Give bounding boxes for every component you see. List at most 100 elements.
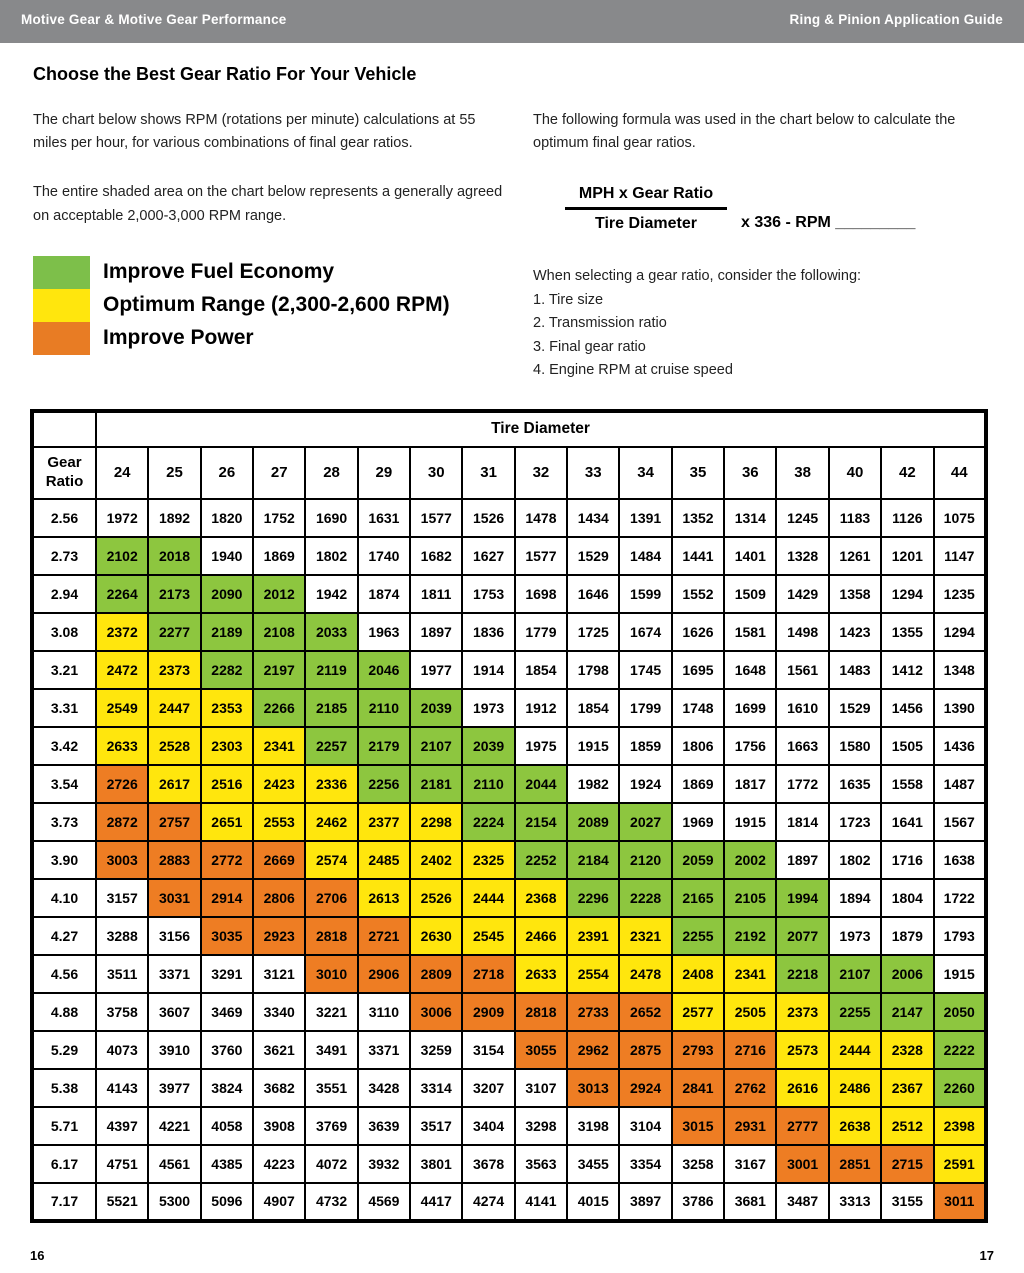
rpm-cell: 2402 [409,839,464,880]
rpm-cell: 2377 [356,801,412,842]
rpm-cell: 1793 [932,915,987,956]
formula-denominator: Tire Diameter [595,215,697,233]
legend-row-optimum-range: Optimum Range (2,300-2,600 RPM) [33,288,505,322]
considerations-items: 1. Tire size 2. Transmission ratio 3. Fina… [533,289,990,383]
rpm-cell: 2218 [775,953,830,994]
rpm-cell: 1869 [252,535,307,576]
rpm-cell: 1799 [618,687,673,728]
formula-fraction: MPH x Gear Ratio Tire Diameter [565,185,727,233]
rpm-cell: 2528 [147,725,202,766]
rpm-cell: 2617 [147,763,202,804]
rpm-cell: 2256 [356,763,412,804]
rpm-cell: 2472 [94,649,150,690]
rpm-cell: 1147 [932,535,987,576]
formula-intro: The following formula was used in the ch… [533,112,956,152]
rpm-cell: 2872 [94,801,150,842]
rpm-cell: 3154 [461,1029,516,1070]
rpm-cell: 1075 [932,497,987,538]
rpm-cell: 2818 [513,991,569,1032]
tire-diameter-column-30: 30 [409,445,464,500]
gear-ratio-cell: 4.10 [31,877,97,918]
table-row-ratio-3.08: 3.08 2372 2277 2189 2108 2033 1963 1897 1836 1779… [31,611,987,652]
rpm-formula: MPH x Gear Ratio Tire Diameter x 336 - R… [565,185,990,233]
rpm-cell: 1635 [827,763,883,804]
gear-ratio-cell: 4.56 [31,953,97,994]
rpm-cell: 2652 [618,991,673,1032]
tire-diameter-column-29: 29 [356,445,412,500]
column-header-row: Gear Ratio 24 25 26 27 28 29 30 31 32 33 34 35 36 38 4… [31,445,987,500]
rpm-cell: 4141 [513,1181,569,1222]
rpm-cell: 1924 [618,763,673,804]
rpm-cell: 1638 [932,839,987,880]
rpm-cell: 1505 [880,725,935,766]
rpm-cell: 2222 [932,1029,987,1070]
rpm-cell: 2391 [566,915,621,956]
rpm-cell: 3621 [252,1029,307,1070]
tire-diameter-column-40: 40 [827,445,883,500]
intro-left-column: The chart below shows RPM (rotations per… [0,109,505,383]
rpm-cell: 3340 [252,991,307,1032]
rpm-cell: 1441 [670,535,726,576]
rpm-cell: 3013 [566,1067,621,1108]
rpm-cell: 2039 [461,725,516,766]
rpm-cell: 3511 [94,953,150,994]
rpm-cell: 1969 [670,801,726,842]
rpm-cell: 2341 [723,953,778,994]
tire-diameter-column-36: 36 [723,445,778,500]
rpm-cell: 3908 [252,1105,307,1146]
rpm-cell: 3758 [94,991,150,1032]
gear-ratio-cell: 5.71 [31,1105,97,1146]
rpm-cell: 2353 [199,687,255,728]
rpm-cell: 2772 [199,839,255,880]
rpm-cell: 1599 [618,573,673,614]
rpm-cell: 2224 [461,801,516,842]
rpm-cell: 3910 [147,1029,202,1070]
rpm-cell: 2252 [513,839,569,880]
rpm-cell: 1915 [566,725,621,766]
rpm-cell: 2266 [252,687,307,728]
rpm-cell: 4385 [199,1143,255,1184]
rpm-cell: 2883 [147,839,202,880]
rpm-cell: 2044 [513,763,569,804]
gear-ratio-cell: 5.29 [31,1029,97,1070]
rpm-cell: 2478 [618,953,673,994]
rpm-cell: 3198 [566,1105,621,1146]
rpm-cell: 3035 [199,915,255,956]
rpm-cell: 1434 [566,497,621,538]
tire-diameter-column-34: 34 [618,445,673,500]
rpm-cell: 3221 [304,991,359,1032]
rpm-cell: 2554 [566,953,621,994]
rpm-cell: 2526 [409,877,464,918]
rpm-cell: 4073 [94,1029,150,1070]
rpm-cell: 2762 [723,1067,778,1108]
rpm-cell: 1577 [513,535,569,576]
rpm-cell: 1581 [723,611,778,652]
rpm-cell: 1973 [827,915,883,956]
rpm-cell: 2089 [566,801,621,842]
rpm-cell: 2373 [775,991,830,1032]
rpm-cell: 3371 [356,1029,412,1070]
rpm-cell: 2715 [880,1143,935,1184]
gear-ratio-cell: 3.54 [31,763,97,804]
rpm-cell: 1648 [723,649,778,690]
rpm-cell: 2485 [356,839,412,880]
rpm-cell: 1897 [409,611,464,652]
rpm-cell: 2633 [513,953,569,994]
rpm-cell: 2721 [356,915,412,956]
rpm-cell: 1940 [199,535,255,576]
rpm-cell: 4015 [566,1181,621,1222]
rpm-cell: 1912 [513,687,569,728]
rpm-cell: 1631 [356,497,412,538]
rpm-cell: 3298 [513,1105,569,1146]
table-row-ratio-7.17: 7.17 5521 5300 5096 4907 4732 4569 4417 4274 4141… [31,1181,987,1222]
intro-section: The chart below shows RPM (rotations per… [0,109,1024,383]
rpm-cell: 4223 [252,1143,307,1184]
gear-ratio-cell: 3.31 [31,687,97,728]
rpm-cell: 1294 [880,573,935,614]
rpm-cell: 2328 [880,1029,935,1070]
header-title-right: Ring & Pinion Application Guide [789,12,1003,27]
rpm-cell: 2321 [618,915,673,956]
rpm-cell: 1854 [513,649,569,690]
formula-suffix: x 336 - RPM _________ [741,214,916,232]
rpm-cell: 2027 [618,801,673,842]
